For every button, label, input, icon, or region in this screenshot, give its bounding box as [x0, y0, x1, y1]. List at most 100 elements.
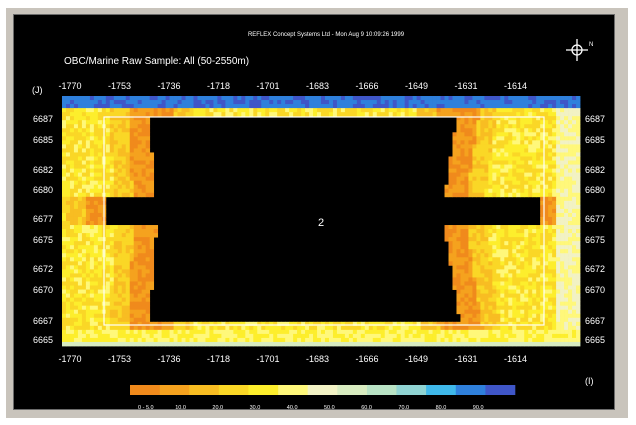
- heatmap-cell: [233, 108, 238, 113]
- heatmap-cell: [516, 253, 521, 258]
- heatmap-cell: [133, 116, 139, 121]
- heatmap-cell: [460, 180, 465, 186]
- heatmap-cell: [137, 305, 143, 311]
- heatmap-cell: [556, 180, 561, 186]
- heatmap-cell: [113, 229, 119, 234]
- heatmap-cell: [468, 124, 473, 129]
- heatmap-cell: [532, 140, 537, 145]
- heatmap-cell: [113, 168, 119, 174]
- heatmap-cell: [572, 289, 577, 294]
- heatmap-cell: [165, 100, 170, 105]
- heatmap-cell: [189, 325, 194, 331]
- heatmap-cell: [77, 128, 83, 133]
- heatmap-cell: [237, 341, 242, 347]
- heatmap-cell: [556, 257, 561, 262]
- heatmap-cell: [568, 325, 573, 331]
- heatmap-cell: [269, 104, 274, 109]
- heatmap-cell: [336, 337, 342, 343]
- heatmap-cell: [536, 176, 541, 182]
- heatmap-cell: [141, 192, 147, 198]
- heatmap-cell: [552, 285, 557, 290]
- heatmap-cell: [404, 325, 410, 331]
- heatmap-cell: [69, 112, 75, 117]
- heatmap-cell: [496, 293, 501, 299]
- heatmap-cell: [504, 313, 509, 319]
- heatmap-cell: [269, 100, 274, 105]
- heatmap-cell: [536, 305, 541, 311]
- heatmap-cell: [69, 285, 75, 290]
- heatmap-cell: [328, 100, 334, 105]
- heatmap-cell: [97, 261, 103, 266]
- heatmap-cell: [448, 253, 453, 258]
- heatmap-cell: [576, 112, 581, 117]
- heatmap-cell: [332, 96, 338, 101]
- heatmap-cell: [460, 317, 465, 323]
- heatmap-cell: [512, 176, 517, 182]
- heatmap-cell: [512, 144, 517, 149]
- heatmap-cell: [368, 100, 374, 105]
- heatmap-cell: [540, 148, 545, 153]
- heatmap-cell: [253, 112, 258, 117]
- heatmap-cell: [528, 184, 533, 190]
- heatmap-cell: [105, 337, 111, 343]
- heatmap-cell: [101, 329, 107, 335]
- heatmap-cell: [213, 100, 218, 105]
- heatmap-cell: [85, 305, 91, 311]
- heatmap-cell: [129, 140, 135, 145]
- heatmap-cell: [492, 341, 497, 347]
- heatmap-cell: [524, 297, 529, 303]
- heatmap-cell: [69, 281, 75, 286]
- heatmap-cell: [269, 96, 274, 101]
- heatmap-cell: [384, 108, 390, 113]
- heatmap-cell: [472, 128, 477, 133]
- heatmap-cell: [440, 112, 445, 117]
- heatmap-cell: [193, 341, 198, 347]
- heatmap-cell: [125, 156, 131, 161]
- heatmap-cell: [77, 192, 83, 198]
- heatmap-cell: [528, 144, 533, 149]
- heatmap-cell: [576, 132, 581, 137]
- heatmap-cell: [273, 337, 278, 343]
- heatmap-cell: [572, 200, 577, 206]
- heatmap-cell: [388, 333, 394, 339]
- heatmap-cell: [109, 249, 115, 254]
- heatmap-cell: [476, 337, 481, 343]
- heatmap-cell: [496, 233, 501, 238]
- heatmap-cell: [97, 156, 103, 161]
- heatmap-cell: [556, 172, 561, 178]
- heatmap-cell: [524, 164, 529, 169]
- heatmap-cell: [484, 184, 489, 190]
- heatmap-cell: [380, 112, 386, 117]
- heatmap-cell: [93, 221, 99, 226]
- heatmap-cell: [388, 96, 394, 101]
- heatmap-cell: [348, 112, 354, 117]
- heatmap-cell: [576, 128, 581, 133]
- heatmap-cell: [85, 184, 91, 190]
- heatmap-cell: [113, 140, 119, 145]
- heatmap-cell: [576, 156, 581, 161]
- heatmap-cell: [69, 273, 75, 278]
- heatmap-cell: [520, 273, 525, 278]
- heatmap-cell: [484, 225, 489, 230]
- heatmap-cell: [572, 192, 577, 198]
- heatmap-cell: [141, 180, 147, 186]
- heatmap-cell: [129, 148, 135, 153]
- heatmap-cell: [564, 204, 569, 210]
- heatmap-cell: [484, 277, 489, 282]
- heatmap-cell: [460, 301, 465, 307]
- heatmap-cell: [420, 100, 425, 105]
- heatmap-cell: [62, 188, 67, 194]
- heatmap-cell: [484, 176, 489, 182]
- heatmap-cell: [133, 293, 139, 299]
- heatmap-cell: [532, 301, 537, 307]
- heatmap-cell: [516, 172, 521, 178]
- heatmap-cell: [201, 112, 206, 117]
- heatmap-cell: [133, 96, 139, 101]
- heatmap-cell: [285, 96, 290, 101]
- heatmap-cell: [129, 176, 135, 182]
- heatmap-cell: [460, 241, 465, 246]
- heatmap-cell: [97, 160, 103, 165]
- heatmap-cell: [448, 104, 453, 109]
- heatmap-cell: [524, 176, 529, 182]
- heatmap-cell: [576, 245, 581, 250]
